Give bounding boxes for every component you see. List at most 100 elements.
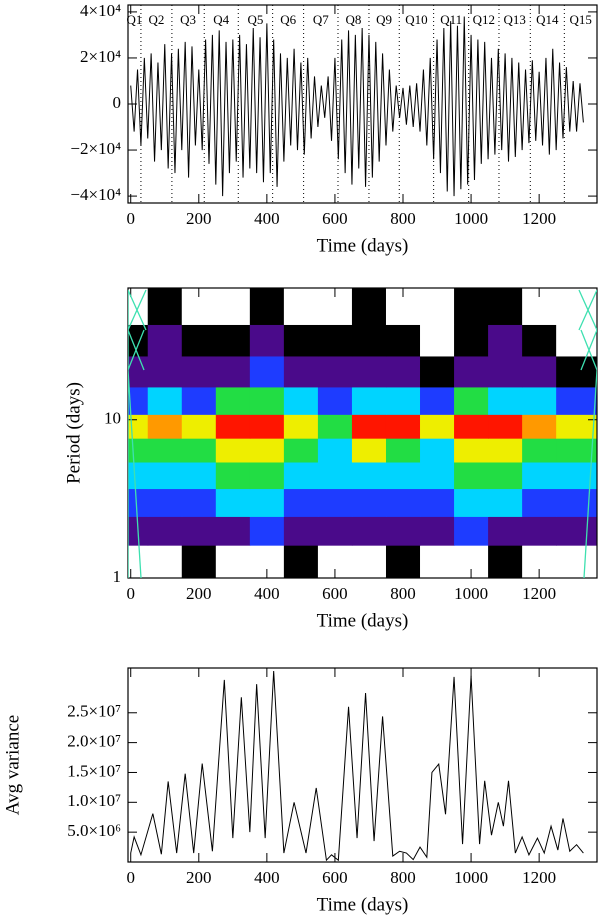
x-tick-label: 200: [186, 209, 212, 228]
heat-cell: [283, 414, 319, 439]
heat-cell: [488, 355, 523, 388]
heat-cell: [147, 488, 183, 517]
heat-cell: [556, 438, 597, 463]
y-tick-label: 2.5×10⁷: [67, 702, 121, 721]
heat-cell: [488, 488, 523, 517]
heat-cell: [522, 461, 557, 490]
heat-cell: [147, 414, 183, 439]
heat-cell: [488, 324, 523, 357]
heat-cell: [556, 488, 597, 517]
x-tick-label: 1000: [454, 584, 488, 603]
heat-cell: [522, 438, 557, 463]
heat-cell: [556, 414, 597, 439]
y-tick-label: −2×10⁴: [70, 139, 121, 158]
x-tick-label: 400: [254, 584, 280, 603]
coi-left: [128, 289, 147, 578]
heat-cell: [317, 488, 353, 517]
heat-cell: [215, 414, 251, 439]
heat-cell: [556, 355, 597, 388]
heat-cell: [522, 414, 557, 439]
heat-cell: [420, 288, 455, 325]
y-tick-label: 10: [104, 409, 121, 428]
quarter-label: Q13: [503, 12, 525, 27]
heat-cell: [128, 355, 149, 388]
heat-cell: [317, 461, 353, 490]
quarter-label: Q3: [180, 12, 196, 27]
quarter-label: Q8: [346, 12, 362, 27]
x-tick-label: 400: [254, 868, 280, 887]
quarter-label: Q15: [569, 12, 591, 27]
heat-cell: [488, 414, 523, 439]
quarter-label: Q4: [213, 12, 229, 27]
heat-cell: [317, 516, 353, 546]
heat-cell: [181, 461, 217, 490]
heat-cell: [420, 488, 455, 517]
x-tick-label: 0: [126, 868, 135, 887]
y-tick-label: 4×10⁴: [80, 1, 121, 20]
heat-cell: [420, 355, 455, 388]
y-tick-label: 2×10⁴: [80, 47, 121, 66]
heat-cell: [215, 355, 251, 388]
x-tick-label: 200: [186, 868, 212, 887]
heat-cell: [128, 545, 149, 578]
heat-cell: [454, 386, 489, 415]
heat-cell: [454, 414, 489, 439]
quarter-label: Q6: [280, 12, 296, 27]
heat-cell: [249, 324, 285, 357]
heat-cell: [351, 414, 387, 439]
heat-cell: [181, 355, 217, 388]
y-tick-label: 5.0×10⁶: [67, 821, 121, 840]
heat-cell: [181, 414, 217, 439]
heat-cell: [420, 324, 455, 357]
heat-cell: [215, 516, 251, 546]
heat-cell: [215, 324, 251, 357]
coi-right: [578, 289, 597, 578]
heat-cell: [181, 386, 217, 415]
heat-cell: [351, 461, 387, 490]
heat-cell: [215, 288, 251, 325]
heat-cell: [215, 438, 251, 463]
heat-cell: [249, 438, 285, 463]
heat-cell: [420, 545, 455, 578]
y-tick-label: 1.5×10⁷: [67, 761, 121, 780]
heat-cell: [283, 516, 319, 546]
heat-cell: [522, 386, 557, 415]
heat-cell: [420, 386, 455, 415]
heatmap: [128, 288, 597, 578]
heat-cell: [147, 355, 183, 388]
heat-cell: [454, 324, 489, 357]
heat-cell: [454, 438, 489, 463]
heat-cell: [147, 516, 183, 546]
heat-cell: [215, 461, 251, 490]
heat-cell: [488, 288, 523, 325]
x-tick-label: 1200: [522, 868, 556, 887]
heat-cell: [454, 488, 489, 517]
heat-cell: [351, 324, 387, 357]
heat-cell: [215, 488, 251, 517]
heat-cell: [385, 355, 421, 388]
heat-cell: [128, 386, 149, 415]
heat-cell: [147, 288, 183, 325]
y-tick-label: 1.0×10⁷: [67, 791, 121, 810]
quarter-label: Q14: [536, 12, 559, 27]
heat-cell: [556, 324, 597, 357]
heat-cell: [556, 545, 597, 578]
heat-cell: [147, 545, 183, 578]
heat-cell: [181, 516, 217, 546]
heat-cell: [385, 516, 421, 546]
panel: 0 200 400 600 800 1000 1200 1 10 Time (days) Perio…: [63, 287, 598, 631]
heat-cell: [420, 414, 455, 439]
x-tick-label: 800: [390, 209, 416, 228]
x-axis-label: Time (days): [317, 610, 409, 631]
heat-cell: [385, 414, 421, 439]
heat-cell: [420, 438, 455, 463]
heat-cell: [249, 516, 285, 546]
panel: Q1 Q2 Q3 Q4 Q5 Q6 Q7 Q8 Q9 Q10 Q11 Q12 Q13 Q14 Q15 0 200…: [70, 1, 598, 256]
heat-cell: [488, 461, 523, 490]
x-tick-label: 200: [186, 584, 212, 603]
heat-cell: [351, 288, 387, 325]
panel: 0 200 400 600 800 1000 1200 5.0×10⁶ 1.0×10⁷ 1.5×1…: [2, 667, 598, 915]
heat-cell: [249, 355, 285, 388]
heat-cell: [385, 438, 421, 463]
